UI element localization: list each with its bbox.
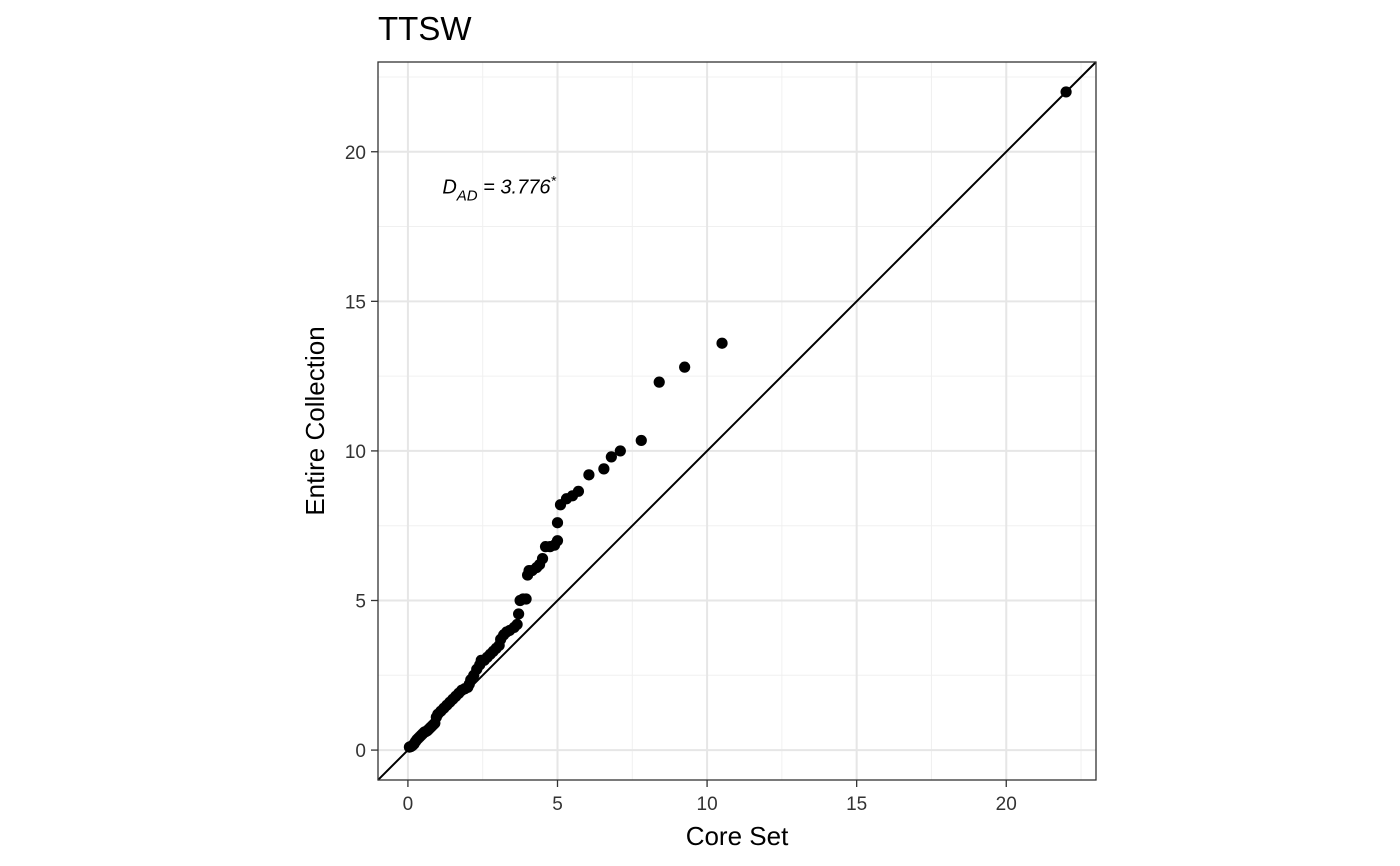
y-axis-ticks: 0 5 10 15 20 [345,143,378,762]
x-tick-label: 15 [846,794,867,815]
data-points [403,86,1072,753]
data-point [551,517,564,529]
annotation-value: = 3.776 [478,177,552,199]
data-point [520,593,532,605]
data-point [1060,86,1072,98]
identity-reference-line [377,61,1097,781]
annotation-prefix: D [442,177,456,199]
data-point [572,485,585,497]
annotation-subscript: AD [456,188,478,205]
data-point [598,463,610,475]
minor-gridlines [378,62,1096,780]
y-tick-label: 10 [345,442,366,463]
annotation-superscript: * [550,173,556,189]
data-point [536,553,549,565]
data-point [511,618,523,631]
y-tick-label: 15 [345,292,366,313]
data-point [551,535,564,547]
y-tick-label: 5 [355,592,366,613]
y-tick-label: 20 [345,143,366,164]
data-point [716,337,728,349]
plot-panel-border [377,61,1097,781]
data-point [583,469,595,481]
x-tick-label: 20 [996,794,1017,815]
chart-title: TTSW [378,10,472,47]
data-point [513,608,525,620]
major-gridlines [378,62,1096,780]
data-point [635,434,647,447]
data-point [605,451,617,463]
x-axis-ticks: 0 5 10 15 20 [403,780,1017,815]
ad-statistic-annotation: DAD = 3.776* [442,173,556,205]
y-axis-title: Entire Collection [300,326,330,515]
x-tick-label: 0 [403,794,414,815]
x-tick-label: 5 [552,794,563,815]
data-point [614,445,626,457]
x-axis-title: Core Set [686,821,789,851]
x-tick-label: 10 [697,794,718,815]
y-tick-label: 0 [355,741,366,762]
data-point [679,361,691,373]
data-point [653,376,665,388]
